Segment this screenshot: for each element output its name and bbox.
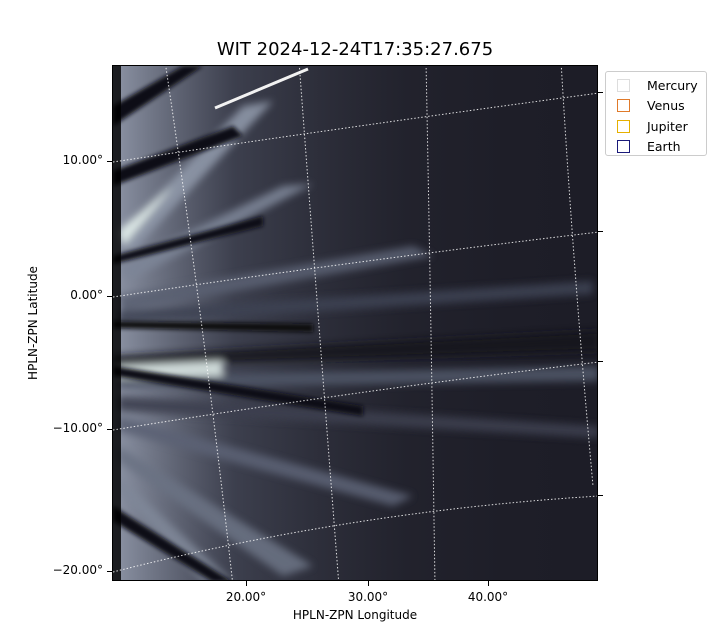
x-tick-label: 20.00° [225, 590, 267, 604]
x-tick-mark [246, 581, 247, 586]
y-tick-mark [107, 429, 112, 430]
legend-item-venus: Venus [617, 96, 706, 117]
x-tick-label: 30.00° [347, 590, 389, 604]
y-tick-mark [107, 161, 112, 162]
y-tick-label: 10.00° [62, 153, 103, 167]
legend-item-mercury: Mercury [617, 75, 706, 96]
x-tick-mark [368, 581, 369, 586]
heliospheric-image [112, 65, 598, 581]
legend-label: Venus [647, 98, 685, 114]
mercury-swatch [617, 78, 630, 92]
y-tick-label: −20.00° [52, 563, 103, 577]
right-tick-mark [598, 361, 603, 362]
right-tick-mark [598, 495, 603, 496]
earth-swatch [617, 140, 630, 154]
y-axis-label: HPLN-ZPN Latitude [26, 266, 40, 380]
legend-item-jupiter: Jupiter [617, 116, 706, 137]
y-tick-mark [107, 296, 112, 297]
legend: Mercury Venus Jupiter Earth [605, 71, 707, 156]
legend-label: Jupiter [647, 118, 688, 134]
plot-title: WIT 2024-12-24T17:35:27.675 [216, 39, 494, 60]
right-tick-mark [598, 92, 603, 93]
x-axis-label: HPLN-ZPN Longitude [292, 608, 418, 622]
y-tick-label: −10.00° [52, 421, 103, 435]
legend-item-earth: Earth [617, 137, 706, 158]
right-tick-mark [598, 231, 603, 232]
x-tick-mark [488, 581, 489, 586]
venus-swatch [617, 99, 630, 113]
x-tick-label: 40.00° [467, 590, 509, 604]
jupiter-swatch [617, 119, 630, 133]
legend-label: Earth [647, 139, 681, 155]
y-tick-label: 0.00° [70, 288, 103, 302]
y-tick-mark [107, 571, 112, 572]
legend-label: Mercury [647, 77, 698, 93]
